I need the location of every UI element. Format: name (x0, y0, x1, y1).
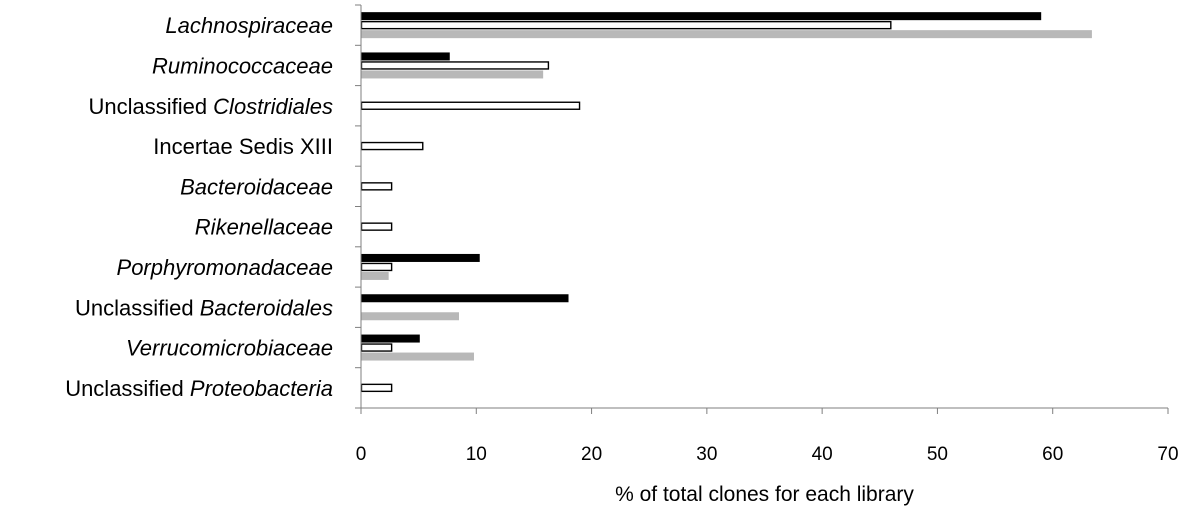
category-label: Bacteroidaceae (180, 174, 333, 199)
bar-series-1 (361, 52, 450, 61)
bar-series-2 (360, 383, 393, 393)
category-label-part: Unclassified (88, 94, 213, 119)
bar-series-1 (361, 294, 569, 303)
bar-series-2 (360, 222, 393, 231)
category-label: Porphyromonadaceae (117, 255, 333, 280)
bar-series-2 (360, 20, 892, 30)
bar-series-1 (361, 253, 480, 262)
bar-series-2 (360, 182, 393, 191)
category-label-part: Verrucomicrobiaceae (126, 336, 333, 361)
category-label: Unclassified Proteobacteria (65, 376, 333, 401)
bar-series-2 (360, 101, 581, 110)
x-tick-label: 10 (466, 444, 487, 465)
x-tick-labels: 0 10 20 30 40 50 60 70 (356, 444, 1179, 465)
category-label-part: Rikenellaceae (195, 215, 333, 240)
category-label-part: Incertae Sedis XIII (153, 134, 333, 159)
bar-series-2 (360, 141, 424, 151)
category-label: Ruminococcaceae (152, 53, 333, 78)
x-tick-label: 20 (581, 444, 602, 465)
bar-series-2 (360, 262, 393, 272)
x-tick-label: 0 (356, 444, 367, 465)
category-label: Unclassified Clostridiales (88, 94, 333, 119)
category-label-part: Clostridiales (213, 94, 333, 119)
bar-series-1 (361, 334, 420, 343)
category-label-part: Proteobacteria (190, 376, 333, 401)
bar-series-3 (361, 271, 389, 280)
bar-series-3 (361, 352, 474, 361)
category-label: Rikenellaceae (195, 215, 333, 240)
bar-series-3 (361, 70, 544, 79)
axes-layer (355, 4, 1169, 414)
bars-layer (360, 12, 1092, 393)
bar-series-2 (360, 61, 550, 70)
bar-series-1 (361, 12, 1042, 21)
category-label: Unclassified Bacteroidales (75, 295, 333, 320)
x-tick-label: 60 (1042, 444, 1063, 465)
category-label-part: Ruminococcaceae (152, 53, 333, 78)
category-label-part: Porphyromonadaceae (117, 255, 333, 280)
bar-series-3 (361, 312, 459, 321)
category-label-part: Bacteroidaceae (180, 174, 333, 199)
category-label-part: Unclassified (75, 295, 200, 320)
bar-series-3 (361, 30, 1092, 39)
category-label: Lachnospiraceae (165, 13, 333, 38)
category-labels: Lachnospiraceae Ruminococcaceae Unclassifi… (65, 13, 333, 401)
x-tick-label: 70 (1157, 444, 1178, 465)
x-tick-label: 30 (696, 444, 717, 465)
x-tick-label: 50 (927, 444, 948, 465)
x-tick-label: 40 (812, 444, 833, 465)
category-label-part: Unclassified (65, 376, 190, 401)
category-label: Incertae Sedis XIII (153, 134, 333, 159)
category-label-part: Bacteroidales (200, 295, 333, 320)
bar-series-2 (360, 343, 393, 352)
category-label-part: Lachnospiraceae (165, 13, 333, 38)
x-axis-title: % of total clones for each library (615, 483, 914, 506)
category-label: Verrucomicrobiaceae (126, 336, 333, 361)
